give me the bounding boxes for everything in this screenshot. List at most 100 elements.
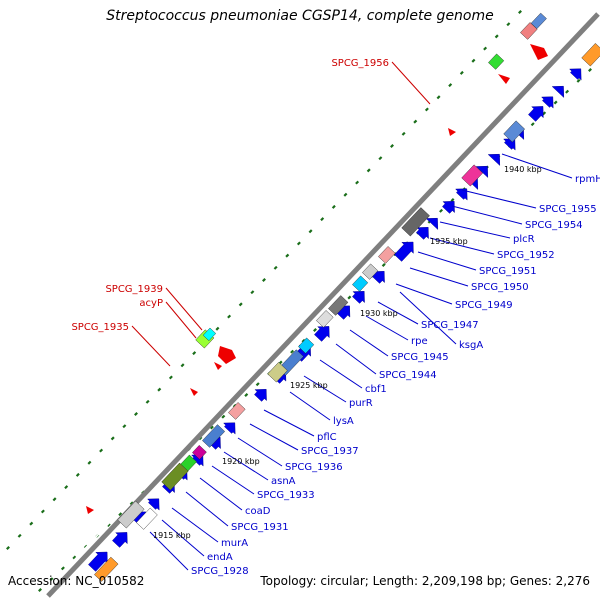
map-title: Streptococcus pneumoniae CGSP14, complet… bbox=[106, 8, 494, 24]
tick-dot bbox=[285, 253, 290, 258]
tick-dot bbox=[238, 302, 243, 307]
gene-cyan bbox=[352, 275, 369, 292]
tick-dot bbox=[6, 546, 10, 550]
genome-backbone-edge bbox=[42, 10, 594, 594]
forward-gene bbox=[541, 96, 554, 109]
tick-dot bbox=[450, 198, 455, 202]
tick-dot bbox=[75, 472, 80, 477]
tick-dot bbox=[506, 22, 511, 27]
gene-red bbox=[190, 388, 198, 396]
scale-label: 1915 kbp bbox=[153, 531, 191, 540]
tick-dot bbox=[99, 448, 104, 453]
forward-gene bbox=[394, 241, 414, 262]
tick-dot bbox=[401, 131, 406, 136]
tick-dot bbox=[518, 10, 522, 14]
gene-pink bbox=[378, 246, 396, 264]
tick-dot bbox=[413, 119, 418, 124]
tick-dot bbox=[40, 509, 45, 514]
gene-steelblue bbox=[202, 424, 226, 448]
forward-gene bbox=[254, 389, 267, 402]
gene-cyan bbox=[298, 337, 315, 354]
gene-label: murA bbox=[221, 538, 248, 549]
tick-dot bbox=[347, 295, 352, 300]
tick-dot bbox=[576, 78, 581, 83]
tick-dot bbox=[134, 412, 138, 416]
gene-red bbox=[214, 362, 222, 370]
forward-gene bbox=[442, 201, 455, 214]
tick-dot bbox=[366, 168, 371, 173]
forward-gene bbox=[352, 291, 365, 304]
tick-dot bbox=[439, 208, 444, 213]
accession-text: Accession: NC_010582 bbox=[8, 574, 145, 588]
gene-label-red: SPCG_1956 bbox=[331, 58, 389, 69]
gene-label: endA bbox=[207, 552, 233, 563]
gene-label-red: SPCG_1939 bbox=[105, 284, 163, 295]
gene-pink bbox=[228, 402, 246, 420]
tick-dot bbox=[320, 217, 325, 222]
gene-red bbox=[530, 44, 548, 60]
tick-dot bbox=[118, 512, 123, 517]
gene-cyan bbox=[202, 327, 217, 342]
tick-dot bbox=[87, 460, 92, 465]
tick-dot bbox=[530, 122, 535, 127]
tick-dot bbox=[227, 314, 232, 319]
gene-lightgray bbox=[117, 500, 145, 529]
tick-dot bbox=[296, 241, 301, 246]
gene-label: SPCG_1947 bbox=[421, 320, 479, 331]
scale-label: 1920 kbp bbox=[222, 457, 260, 466]
tick-dot bbox=[343, 192, 348, 197]
forward-gene bbox=[551, 85, 565, 98]
tick-dot bbox=[255, 382, 260, 387]
tick-dot bbox=[436, 95, 441, 100]
gene-steelblue bbox=[530, 12, 547, 30]
tick-dot bbox=[244, 393, 249, 397]
scale-label: 1930 kbp bbox=[360, 309, 398, 318]
gene-label: SPCG_1933 bbox=[257, 490, 315, 501]
gene-label: SPCG_1949 bbox=[455, 300, 513, 311]
tick-dot bbox=[424, 107, 429, 112]
tick-dot bbox=[494, 34, 499, 39]
gene-lightgray bbox=[316, 310, 334, 328]
gene-label: SPCG_1950 bbox=[471, 282, 529, 293]
forward-gene bbox=[528, 106, 544, 122]
gene-label: SPCG_1952 bbox=[497, 250, 555, 261]
tick-dot bbox=[215, 326, 220, 331]
genome-backbone bbox=[46, 12, 600, 598]
scale-labels: 1915 kbp 1920 kbp 1925 kbp 1930 kbp 1935 kbp… bbox=[153, 165, 542, 540]
tick-dot bbox=[38, 588, 42, 592]
gene-green bbox=[488, 53, 505, 70]
gene-label: SPCG_1937 bbox=[301, 446, 359, 457]
tick-dot bbox=[471, 58, 476, 63]
gene-olive bbox=[161, 462, 189, 491]
tick-dot bbox=[209, 425, 214, 430]
gene-features bbox=[86, 12, 600, 582]
gene-label: SPCG_1936 bbox=[285, 462, 343, 473]
gene-label: SPCG_1954 bbox=[525, 220, 583, 231]
gene-label-red: acyP bbox=[139, 298, 163, 309]
gene-khaki bbox=[267, 361, 288, 383]
tick-dot bbox=[49, 577, 54, 582]
gene-white bbox=[136, 507, 158, 530]
forward-gene bbox=[147, 498, 160, 511]
tick-dot bbox=[122, 424, 127, 429]
gene-label: coaD bbox=[245, 506, 271, 517]
scale-label: 1940 kbp bbox=[504, 165, 542, 174]
gene-label: plcR bbox=[513, 234, 535, 245]
forward-gene bbox=[223, 422, 236, 435]
tick-dot bbox=[168, 375, 173, 380]
tick-dot bbox=[448, 83, 453, 88]
gene-label: SPCG_1931 bbox=[231, 522, 289, 533]
forward-gene bbox=[455, 188, 468, 201]
gene-labels: SPCG_1928 endA murA SPCG_1931 coaD SPCG_1933 a… bbox=[71, 58, 600, 577]
gene-gray bbox=[328, 295, 349, 316]
gene-label: SPCG_1945 bbox=[391, 352, 449, 363]
tick-dot bbox=[60, 566, 65, 571]
gene-label: rpe bbox=[411, 336, 428, 347]
tick-dot bbox=[110, 436, 115, 441]
gene-label: SPCG_1951 bbox=[479, 266, 537, 277]
tick-dot bbox=[313, 328, 317, 332]
forward-gene bbox=[475, 165, 489, 178]
forward-gene bbox=[314, 326, 330, 342]
gene-label: SPCG_1928 bbox=[191, 566, 249, 577]
